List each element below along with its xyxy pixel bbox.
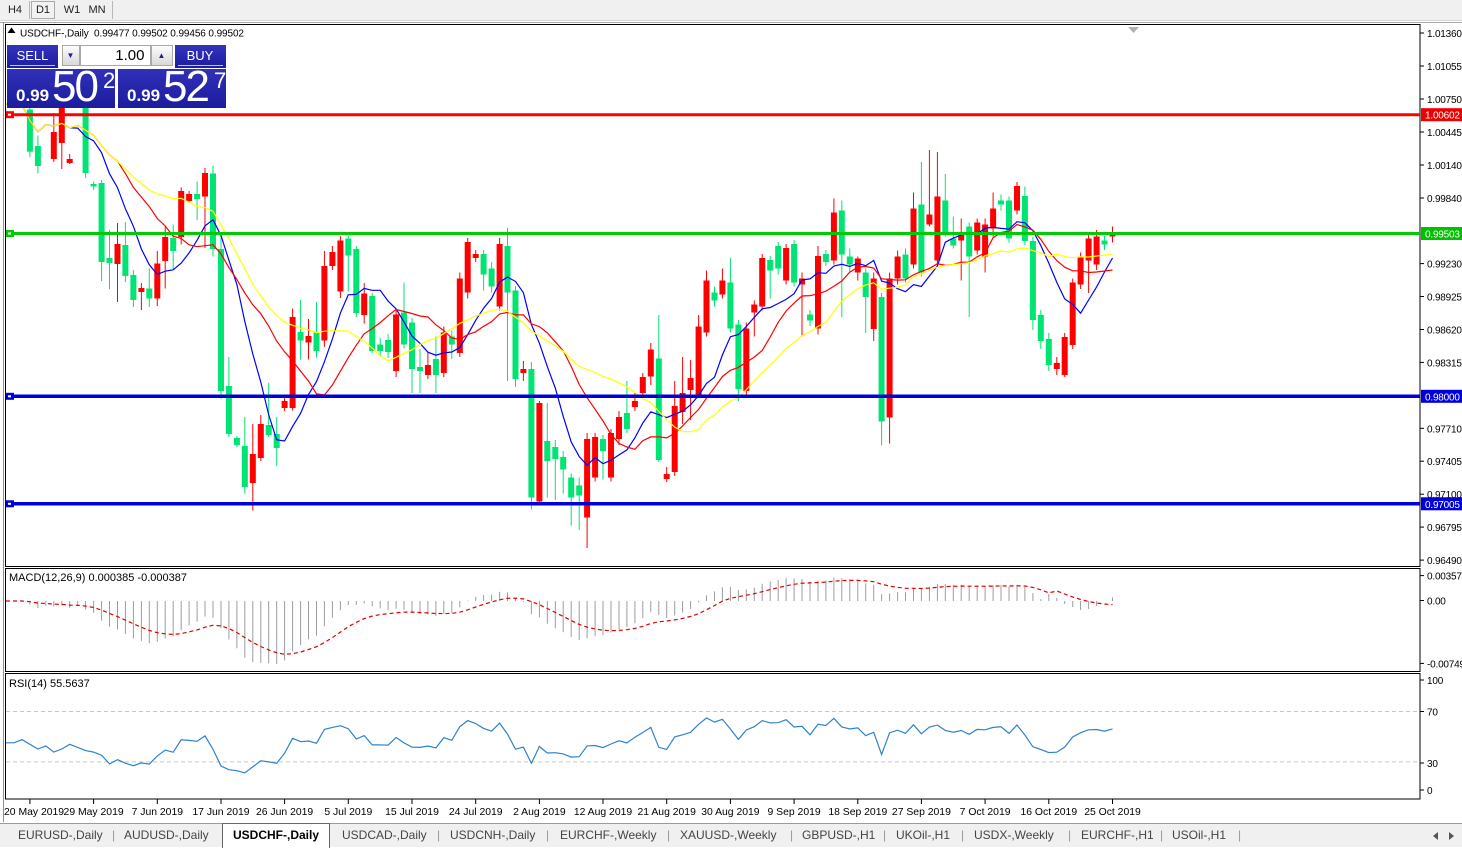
svg-text:0.97405: 0.97405 — [1427, 457, 1462, 468]
svg-text:0.98000: 0.98000 — [1425, 392, 1460, 403]
svg-text:0.98315: 0.98315 — [1427, 358, 1462, 369]
svg-text:0.99503: 0.99503 — [1425, 230, 1460, 241]
svg-text:5 Jul 2019: 5 Jul 2019 — [324, 807, 372, 818]
svg-text:18 Sep 2019: 18 Sep 2019 — [828, 807, 887, 818]
svg-text:0.97710: 0.97710 — [1427, 424, 1462, 435]
svg-text:0.99230: 0.99230 — [1427, 260, 1462, 271]
svg-text:0.99840: 0.99840 — [1427, 194, 1462, 205]
svg-text:0.96490: 0.96490 — [1427, 556, 1462, 567]
svg-text:1.00602: 1.00602 — [1425, 111, 1460, 122]
svg-text:25 Oct 2019: 25 Oct 2019 — [1084, 807, 1141, 818]
svg-text:1.00750: 1.00750 — [1427, 95, 1462, 106]
svg-text:29 May 2019: 29 May 2019 — [64, 807, 124, 818]
svg-text:21 Aug 2019: 21 Aug 2019 — [638, 807, 697, 818]
svg-text:0.97005: 0.97005 — [1425, 500, 1460, 511]
svg-text:USDCHF-,Daily 0.99477 0.99502: USDCHF-,Daily 0.99477 0.99502 0.99456 0.… — [20, 29, 244, 40]
svg-text:0.97100: 0.97100 — [1427, 490, 1462, 501]
svg-text:0: 0 — [1427, 786, 1433, 797]
svg-text:7 Jun 2019: 7 Jun 2019 — [132, 807, 184, 818]
svg-text:7 Oct 2019: 7 Oct 2019 — [960, 807, 1011, 818]
svg-text:2 Aug 2019: 2 Aug 2019 — [513, 807, 566, 818]
svg-text:16 Oct 2019: 16 Oct 2019 — [1020, 807, 1077, 818]
svg-text:1.01360: 1.01360 — [1427, 29, 1462, 40]
svg-text:9 Sep 2019: 9 Sep 2019 — [768, 807, 821, 818]
svg-text:26 Jun 2019: 26 Jun 2019 — [256, 807, 313, 818]
svg-text:30: 30 — [1427, 759, 1438, 770]
svg-text:MACD(12,26,9) 0.000385 -0.0003: MACD(12,26,9) 0.000385 -0.000387 — [9, 572, 187, 584]
svg-text:70: 70 — [1427, 708, 1438, 719]
svg-text:24 Jul 2019: 24 Jul 2019 — [449, 807, 503, 818]
svg-text:0.003574: 0.003574 — [1427, 572, 1462, 583]
svg-text:RSI(14) 55.5637: RSI(14) 55.5637 — [9, 678, 90, 690]
svg-text:1.00140: 1.00140 — [1427, 161, 1462, 172]
svg-text:15 Jul 2019: 15 Jul 2019 — [385, 807, 439, 818]
svg-text:100: 100 — [1427, 676, 1444, 687]
svg-text:0.96795: 0.96795 — [1427, 523, 1462, 534]
svg-text:17 Jun 2019: 17 Jun 2019 — [192, 807, 249, 818]
svg-text:-0.00749: -0.00749 — [1427, 659, 1462, 670]
svg-text:1.01055: 1.01055 — [1427, 62, 1462, 73]
svg-text:20 May 2019: 20 May 2019 — [4, 807, 64, 818]
svg-text:30 Aug 2019: 30 Aug 2019 — [701, 807, 760, 818]
svg-text:12 Aug 2019: 12 Aug 2019 — [574, 807, 633, 818]
svg-text:0.00: 0.00 — [1427, 597, 1446, 608]
svg-text:27 Sep 2019: 27 Sep 2019 — [892, 807, 951, 818]
svg-text:0.98620: 0.98620 — [1427, 326, 1462, 337]
svg-text:1.00445: 1.00445 — [1427, 128, 1462, 139]
svg-text:0.98925: 0.98925 — [1427, 293, 1462, 304]
